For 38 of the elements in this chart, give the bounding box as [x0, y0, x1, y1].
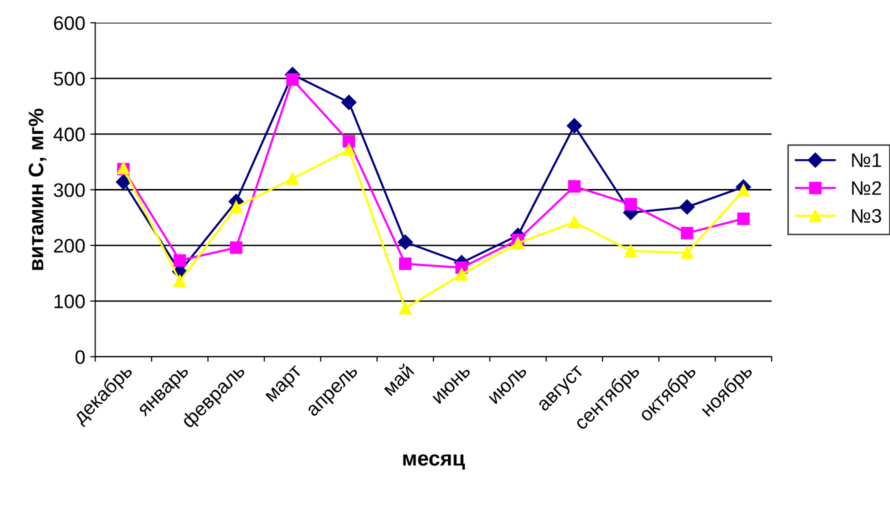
point — [230, 241, 242, 254]
point — [680, 246, 694, 259]
legend-label: №2 — [852, 181, 882, 195]
point — [398, 258, 412, 270]
y-tick-label: 300 — [54, 183, 85, 197]
y-tick-label: 100 — [54, 294, 85, 308]
point — [116, 174, 131, 190]
y-axis-title: витамин С, мг% — [28, 108, 46, 270]
point — [624, 244, 637, 258]
point — [737, 212, 750, 225]
point — [455, 268, 468, 281]
point — [568, 180, 581, 193]
point — [737, 184, 750, 197]
point — [286, 73, 299, 86]
point — [680, 226, 694, 240]
x-tick-label: май — [381, 363, 414, 396]
point — [512, 236, 524, 250]
point — [342, 135, 356, 148]
x-axis-title: месяц — [403, 454, 465, 470]
point — [286, 172, 299, 185]
point — [624, 198, 637, 210]
point — [174, 254, 186, 267]
legend-label: №1 — [852, 154, 882, 167]
point — [230, 200, 242, 214]
point — [680, 199, 695, 215]
point — [174, 274, 186, 288]
y-tick-label: 500 — [54, 72, 85, 86]
point — [566, 118, 582, 134]
point — [342, 143, 356, 156]
y-tick-label: 400 — [54, 128, 85, 142]
legend-label: №3 — [852, 209, 882, 223]
y-tick-label: 0 — [75, 350, 85, 364]
point — [341, 94, 356, 110]
point — [398, 234, 413, 250]
y-tick-label: 200 — [54, 238, 85, 253]
point — [568, 216, 581, 228]
y-tick-label: 600 — [54, 16, 85, 30]
point — [398, 302, 412, 315]
